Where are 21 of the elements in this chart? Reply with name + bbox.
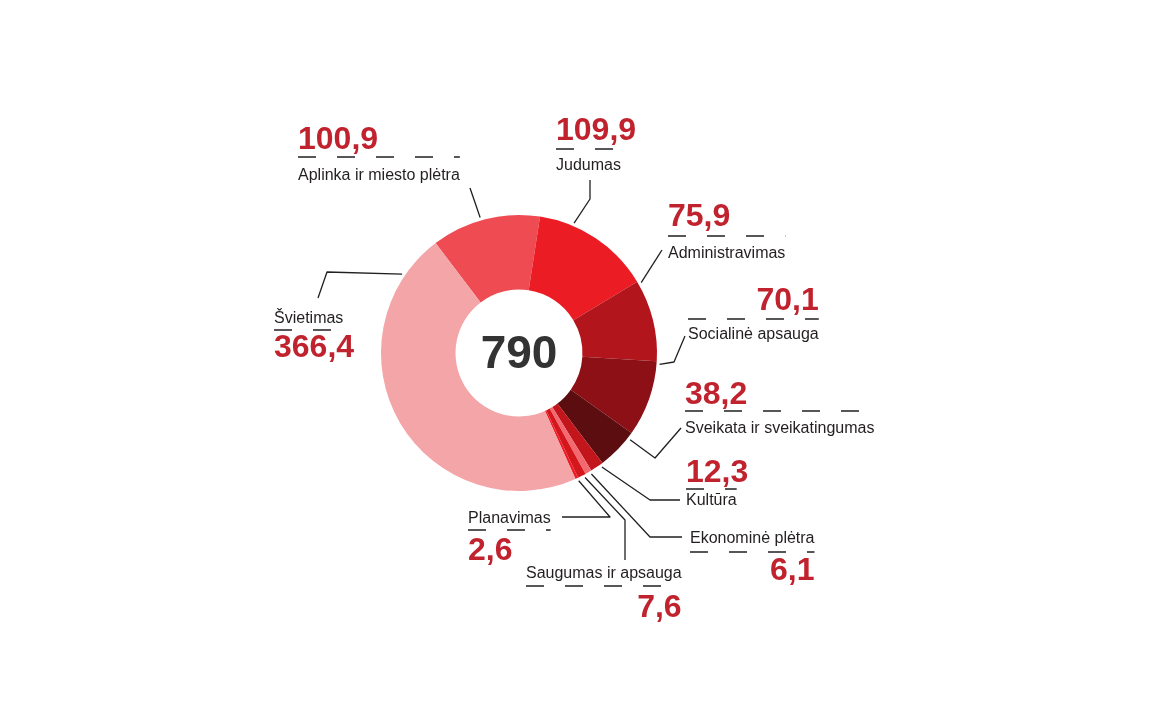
- slice-label: Saugumas ir apsauga: [526, 564, 682, 581]
- data-label: 2,6: [468, 531, 513, 567]
- data-label: 366,4: [274, 328, 355, 364]
- slice-label: Sveikata ir sveikatingumas: [685, 419, 875, 436]
- data-label: 75,9: [668, 197, 731, 233]
- text: 790: [480, 325, 558, 378]
- data-label: 100,9: [298, 120, 379, 156]
- slice-label: Aplinka ir miesto plėtra: [298, 166, 460, 183]
- slice-label: Kultūra: [686, 491, 737, 508]
- data-label: 70,1: [756, 281, 819, 317]
- data-label: 38,2: [685, 375, 748, 411]
- slice-label: Ekonominė plėtra: [690, 529, 815, 546]
- slice-label: Administravimas: [668, 244, 786, 261]
- data-label: 6,1: [770, 551, 815, 587]
- slice-label: Socialinė apsauga: [688, 325, 819, 342]
- slice-label: Planavimas: [468, 509, 551, 526]
- data-label: 109,9: [556, 111, 637, 147]
- slice-label: Švietimas: [274, 308, 344, 326]
- slice-label: Judumas: [556, 156, 621, 173]
- data-label: 12,3: [686, 453, 749, 489]
- data-label: 7,6: [637, 588, 682, 624]
